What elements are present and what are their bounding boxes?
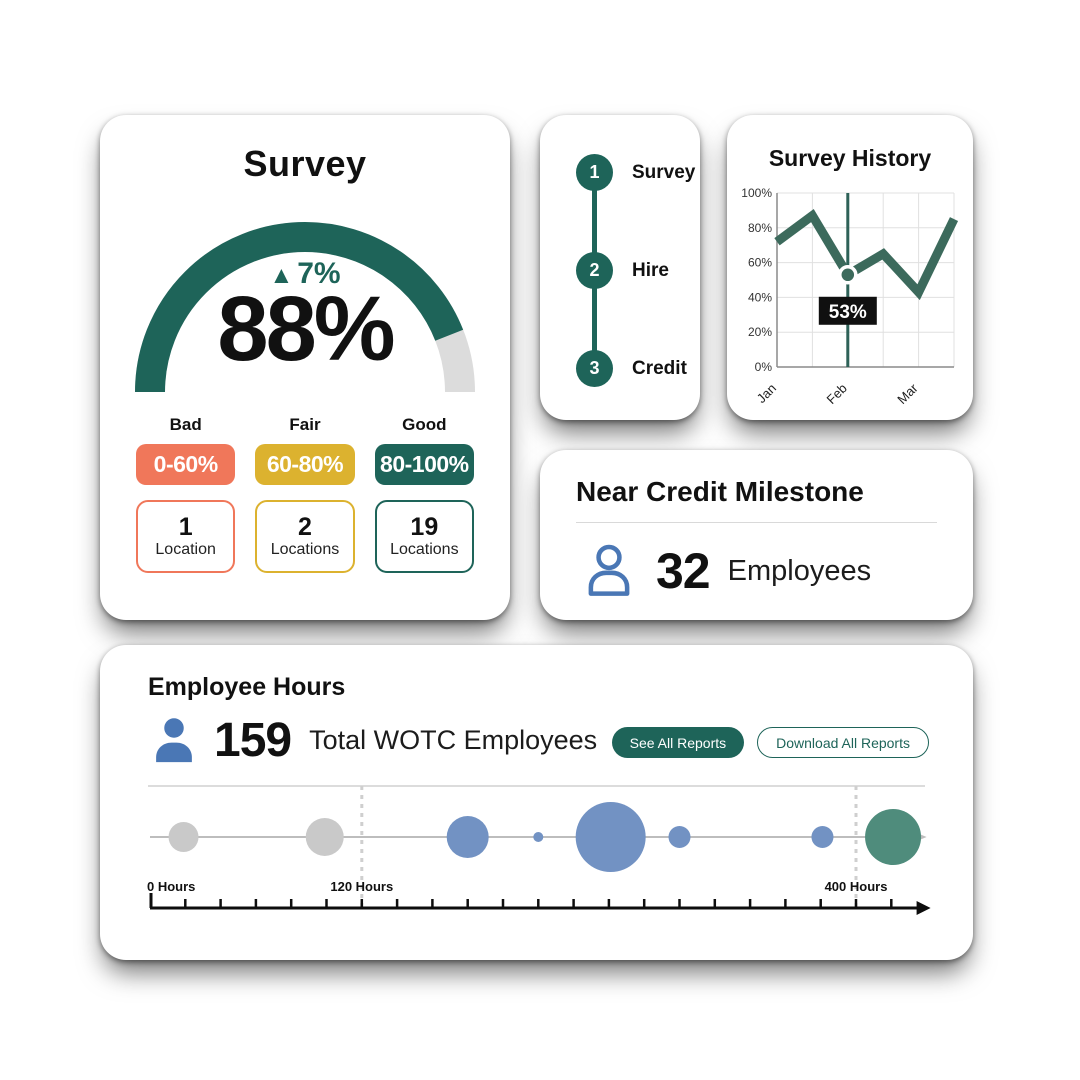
svg-text:Jan: Jan: [754, 381, 779, 406]
svg-text:80%: 80%: [748, 221, 772, 235]
category-range-chip: 80-100%: [374, 444, 474, 485]
svg-text:20%: 20%: [748, 325, 772, 339]
step-label: Survey: [632, 161, 696, 183]
gauge-delta: ▲ 7%: [100, 257, 510, 291]
svg-text:53%: 53%: [829, 302, 867, 323]
hours-bubble[interactable]: [168, 822, 199, 852]
stepper-step-hire[interactable]: 2 Hire: [576, 252, 669, 289]
step-number-badge: 3: [576, 350, 613, 387]
survey-history-card: Survey History 0% 20% 40% 60% 80% 100% 53% Jan F…: [727, 115, 973, 420]
hours-bubble[interactable]: [811, 826, 834, 848]
hours-total: 159: [214, 714, 292, 767]
category-count: 2: [298, 513, 312, 542]
report-buttons: See All Reports Download All Reports: [611, 727, 929, 758]
gauge-value: 88%: [217, 278, 395, 380]
hours-total-label: Total WOTC Employees: [309, 725, 598, 755]
person-outline-icon: [588, 544, 630, 596]
history-line-series: [774, 209, 959, 301]
milestone-unit: Employees: [727, 554, 872, 587]
hours-bubble[interactable]: [575, 802, 646, 872]
survey-card-title: Survey: [243, 143, 367, 184]
survey-categories: Bad 0-60% 1 Location Fair 60-80% 2 Locations Goo…: [136, 415, 474, 573]
category-count-unit: Locations: [390, 540, 459, 558]
employee-hours-bubble-chart: 0 Hours 120 Hours 400 Hours: [147, 785, 931, 915]
survey-card: Survey ▲ 7% 88% Bad 0-60% 1 Location Fair 60-8…: [100, 115, 510, 620]
category-name: Bad: [169, 415, 202, 434]
milestone-title: Near Credit Milestone: [576, 476, 864, 507]
highlight-tooltip: [818, 296, 877, 325]
milestone-card: Near Credit Milestone 32 Employees: [540, 450, 973, 620]
category-range-chip: 0-60%: [136, 444, 236, 485]
step-number-badge: 2: [576, 252, 613, 289]
category-count-box: 1 Location: [136, 500, 236, 573]
svg-text:Mar: Mar: [894, 380, 921, 407]
hours-marker-label: 120 Hours: [330, 879, 393, 894]
svg-text:60%: 60%: [748, 256, 772, 270]
category-name: Good: [402, 415, 447, 434]
milestone-value: 32: [656, 543, 711, 599]
svg-text:100%: 100%: [741, 186, 772, 200]
svg-text:40%: 40%: [748, 290, 772, 304]
hours-bubble[interactable]: [305, 818, 344, 856]
employee-hours-stat: 159 Total WOTC Employees: [148, 713, 597, 768]
stepper-step-credit[interactable]: 3 Credit: [576, 350, 687, 387]
download-all-reports-button[interactable]: Download All Reports: [757, 727, 929, 758]
svg-text:Feb: Feb: [823, 381, 849, 407]
highlight-marker: [838, 265, 858, 285]
survey-history-chart: 0% 20% 40% 60% 80% 100% 53% Jan Feb Mar: [741, 186, 959, 407]
hours-bubble[interactable]: [533, 832, 544, 842]
axis-arrow-icon: [916, 901, 931, 915]
see-all-reports-button[interactable]: See All Reports: [611, 727, 745, 758]
survey-history-title: Survey History: [768, 145, 932, 171]
category-count-box: 19 Locations: [374, 500, 474, 573]
hours-bubble[interactable]: [865, 809, 922, 865]
person-filled-icon: [156, 717, 192, 762]
milestone-stat: 32 Employees: [580, 542, 871, 600]
triangle-up-icon: ▲: [269, 262, 294, 289]
divider: [576, 522, 937, 523]
employee-hours-title: Employee Hours: [148, 673, 346, 701]
category-column-good: Good 80-100% 19 Locations: [374, 415, 474, 573]
gauge-progress-arc: [135, 222, 475, 393]
stepper-card: 1 Survey 2 Hire 3 Credit: [540, 115, 700, 420]
hours-bubble[interactable]: [446, 816, 489, 858]
employee-hours-card: Employee Hours 159 Total WOTC Employees …: [100, 645, 973, 960]
category-column-fair: Fair 60-80% 2 Locations: [255, 415, 355, 573]
hours-bubble[interactable]: [668, 826, 691, 848]
category-column-bad: Bad 0-60% 1 Location: [136, 415, 236, 573]
step-label: Credit: [632, 357, 687, 379]
hours-marker-label: 400 Hours: [825, 879, 888, 894]
hours-marker-label: 0 Hours: [147, 879, 195, 894]
category-range-chip: 60-80%: [255, 444, 355, 485]
category-count-unit: Locations: [270, 540, 340, 558]
step-label: Hire: [632, 259, 669, 281]
category-name: Fair: [289, 415, 321, 434]
category-count-box: 2 Locations: [255, 500, 355, 573]
survey-gauge: [135, 222, 475, 393]
gauge-delta-value: 7%: [297, 257, 341, 290]
svg-text:0%: 0%: [755, 360, 773, 374]
category-count-unit: Location: [155, 540, 216, 558]
step-number-badge: 1: [576, 154, 613, 191]
category-count: 19: [410, 513, 439, 542]
category-count: 1: [178, 513, 193, 542]
stepper-step-survey[interactable]: 1 Survey: [576, 154, 695, 191]
